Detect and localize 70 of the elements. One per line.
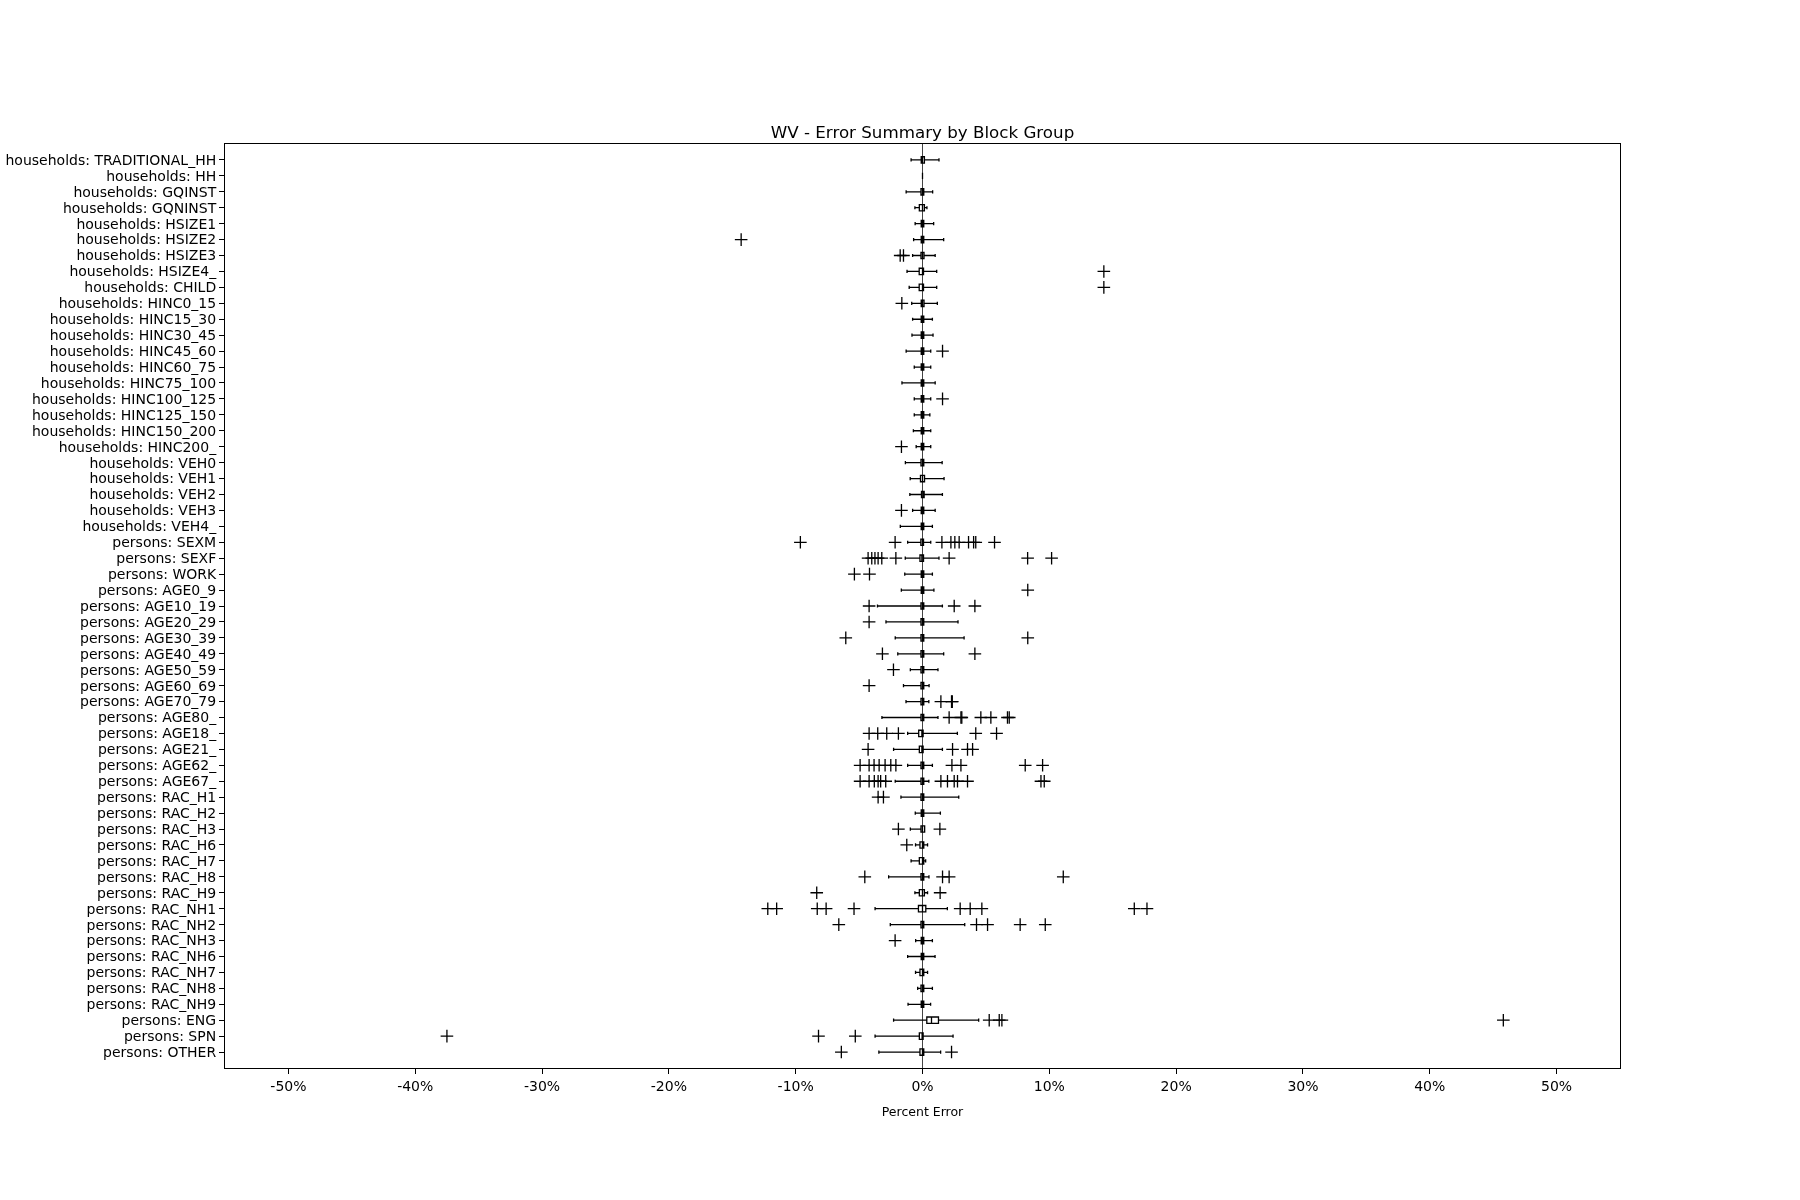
y-tick-label: households: HINC125_150 — [31, 406, 217, 423]
y-tick-label: households: HINC100_125 — [31, 390, 217, 407]
y-tick-label: persons: ENG — [121, 1012, 217, 1029]
y-tick-label: persons: SPN — [123, 1028, 217, 1045]
y-tick-label: persons: RAC_H7 — [97, 852, 217, 869]
y-tick-label: persons: WORK — [107, 566, 217, 583]
x-tick-label: -30% — [523, 1077, 561, 1094]
y-tick-label: households: HH — [106, 167, 217, 184]
y-tick-label: households: GQINST — [73, 183, 217, 200]
y-tick-label: persons: RAC_NH8 — [86, 980, 217, 997]
chart-title: WV - Error Summary by Block Group — [770, 122, 1075, 142]
x-tick-label: -50% — [270, 1077, 307, 1094]
y-tick-label: persons: SEXF — [116, 550, 217, 567]
y-tick-label: households: HINC60_75 — [49, 358, 217, 375]
y-tick-label: households: VEH1 — [89, 470, 217, 487]
y-tick-label: households: VEH0 — [89, 454, 217, 471]
y-tick-label: households: VEH4_ — [82, 518, 218, 535]
x-tick-label: 20% — [1160, 1077, 1192, 1094]
x-tick-label: 0% — [911, 1077, 934, 1094]
y-tick-label: persons: AGE67_ — [97, 773, 218, 790]
y-tick-label: persons: AGE30_39 — [80, 629, 217, 646]
y-tick-label: persons: RAC_NH3 — [86, 932, 217, 949]
y-tick-label: persons: OTHER — [103, 1043, 217, 1060]
y-tick-label: persons: AGE60_69 — [80, 677, 217, 694]
x-tick-label: -20% — [650, 1077, 687, 1094]
x-axis-title: Percent Error — [881, 1103, 965, 1119]
y-tick-label: persons: RAC_H9 — [97, 884, 217, 901]
y-tick-label: persons: RAC_H8 — [97, 868, 217, 885]
y-tick-label: households: HSIZE3 — [76, 247, 217, 264]
x-tick-label: 30% — [1287, 1077, 1319, 1094]
y-tick-label: persons: RAC_H1 — [97, 789, 217, 806]
y-tick-label: households: HSIZE1 — [76, 215, 217, 232]
y-tick-label: households: VEH3 — [89, 502, 217, 519]
y-tick-label: households: HINC0_15 — [58, 295, 217, 312]
y-tick-label: households: CHILD — [84, 279, 217, 296]
y-tick-label: persons: AGE40_49 — [80, 645, 217, 662]
y-tick-label: persons: RAC_NH2 — [86, 916, 217, 933]
y-tick-label: persons: AGE50_59 — [80, 661, 217, 678]
x-tick-label: 10% — [1033, 1077, 1065, 1094]
y-tick-label: households: GQNINST — [62, 199, 217, 216]
y-tick-label: persons: RAC_H2 — [97, 805, 217, 821]
y-tick-label: persons: AGE0_9 — [97, 581, 217, 598]
y-tick-label: persons: AGE10_19 — [80, 597, 217, 614]
y-tick-label: persons: RAC_NH6 — [86, 948, 217, 965]
y-tick-label: persons: AGE18_ — [97, 725, 218, 742]
y-tick-label: persons: RAC_NH9 — [86, 996, 217, 1013]
y-tick-label: persons: AGE62_ — [97, 757, 218, 774]
y-tick-label: persons: RAC_NH1 — [86, 900, 217, 917]
y-tick-label: persons: RAC_H3 — [97, 820, 217, 837]
y-tick-label: persons: AGE20_29 — [80, 613, 217, 630]
y-tick-label: persons: SEXM — [112, 534, 217, 551]
y-tick-label: households: HINC75_100 — [40, 374, 217, 391]
y-tick-label: households: VEH2 — [89, 486, 217, 503]
x-tick-label: 50% — [1541, 1077, 1573, 1094]
y-tick-label: households: HINC45_60 — [49, 343, 217, 359]
y-tick-label: persons: AGE70_79 — [80, 693, 217, 710]
y-tick-label: households: HINC200_ — [58, 438, 218, 455]
y-tick-label: persons: RAC_H6 — [97, 836, 217, 853]
y-tick-label: households: HSIZE4_ — [69, 263, 218, 280]
y-tick-label: households: TRADITIONAL_HH — [5, 151, 217, 168]
y-tick-label: persons: RAC_NH7 — [86, 964, 217, 981]
y-tick-label: persons: AGE21_ — [97, 741, 218, 758]
y-tick-label: households: HSIZE2 — [76, 231, 217, 248]
x-tick-label: 40% — [1414, 1077, 1446, 1094]
x-tick-label: -40% — [397, 1077, 434, 1094]
y-tick-label: households: HINC150_200 — [31, 422, 217, 439]
y-tick-label: households: HINC15_30 — [49, 311, 217, 328]
y-tick-label: households: HINC30_45 — [49, 327, 217, 344]
x-tick-label: -10% — [777, 1077, 814, 1094]
y-tick-label: persons: AGE80_ — [97, 709, 218, 726]
